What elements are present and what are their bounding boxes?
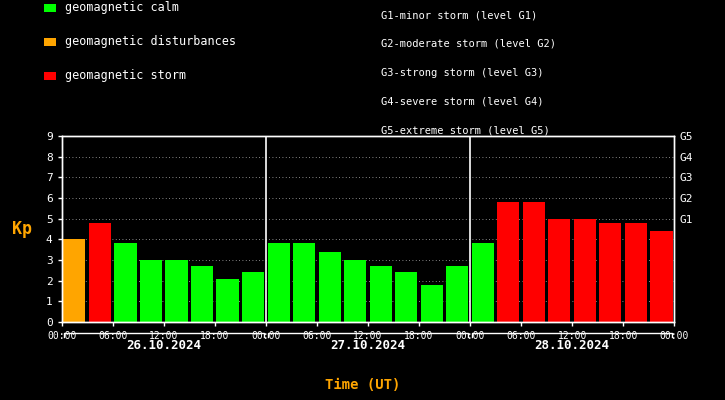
Bar (191, 266, 213, 322)
Bar (523, 202, 545, 322)
Bar (625, 223, 647, 322)
Text: 27.10.2024: 27.10.2024 (331, 338, 405, 352)
Text: G1-minor storm (level G1): G1-minor storm (level G1) (381, 10, 537, 20)
Text: G4-severe storm (level G4): G4-severe storm (level G4) (381, 96, 543, 106)
Bar (650, 231, 673, 322)
Bar (497, 202, 519, 322)
Bar (446, 266, 468, 322)
Text: G5-extreme storm (level G5): G5-extreme storm (level G5) (381, 125, 550, 135)
Bar (370, 266, 392, 322)
Bar (574, 219, 596, 322)
Text: Kp: Kp (12, 220, 32, 238)
Bar (293, 244, 315, 322)
Bar (395, 272, 418, 322)
Bar (242, 272, 264, 322)
Text: G2-moderate storm (level G2): G2-moderate storm (level G2) (381, 39, 555, 49)
Text: geomagnetic calm: geomagnetic calm (65, 2, 179, 14)
Bar (600, 223, 621, 322)
Bar (344, 260, 366, 322)
Text: geomagnetic storm: geomagnetic storm (65, 70, 186, 82)
Bar (63, 239, 86, 322)
Bar (115, 244, 136, 322)
Text: geomagnetic disturbances: geomagnetic disturbances (65, 36, 236, 48)
Bar (140, 260, 162, 322)
Bar (268, 244, 290, 322)
Text: Time (UT): Time (UT) (325, 378, 400, 392)
Text: 28.10.2024: 28.10.2024 (534, 338, 610, 352)
Bar (89, 223, 111, 322)
Bar (165, 260, 188, 322)
Bar (318, 252, 341, 322)
Bar (472, 244, 494, 322)
Bar (420, 285, 443, 322)
Bar (548, 219, 571, 322)
Text: G3-strong storm (level G3): G3-strong storm (level G3) (381, 68, 543, 78)
Text: 26.10.2024: 26.10.2024 (126, 338, 202, 352)
Bar (217, 278, 239, 322)
